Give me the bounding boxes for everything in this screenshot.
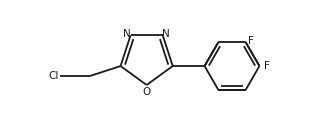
Text: Cl: Cl [48,71,58,81]
Text: O: O [142,87,151,97]
Text: N: N [123,29,131,39]
Text: F: F [248,36,254,46]
Text: F: F [264,61,270,71]
Text: N: N [162,29,170,39]
